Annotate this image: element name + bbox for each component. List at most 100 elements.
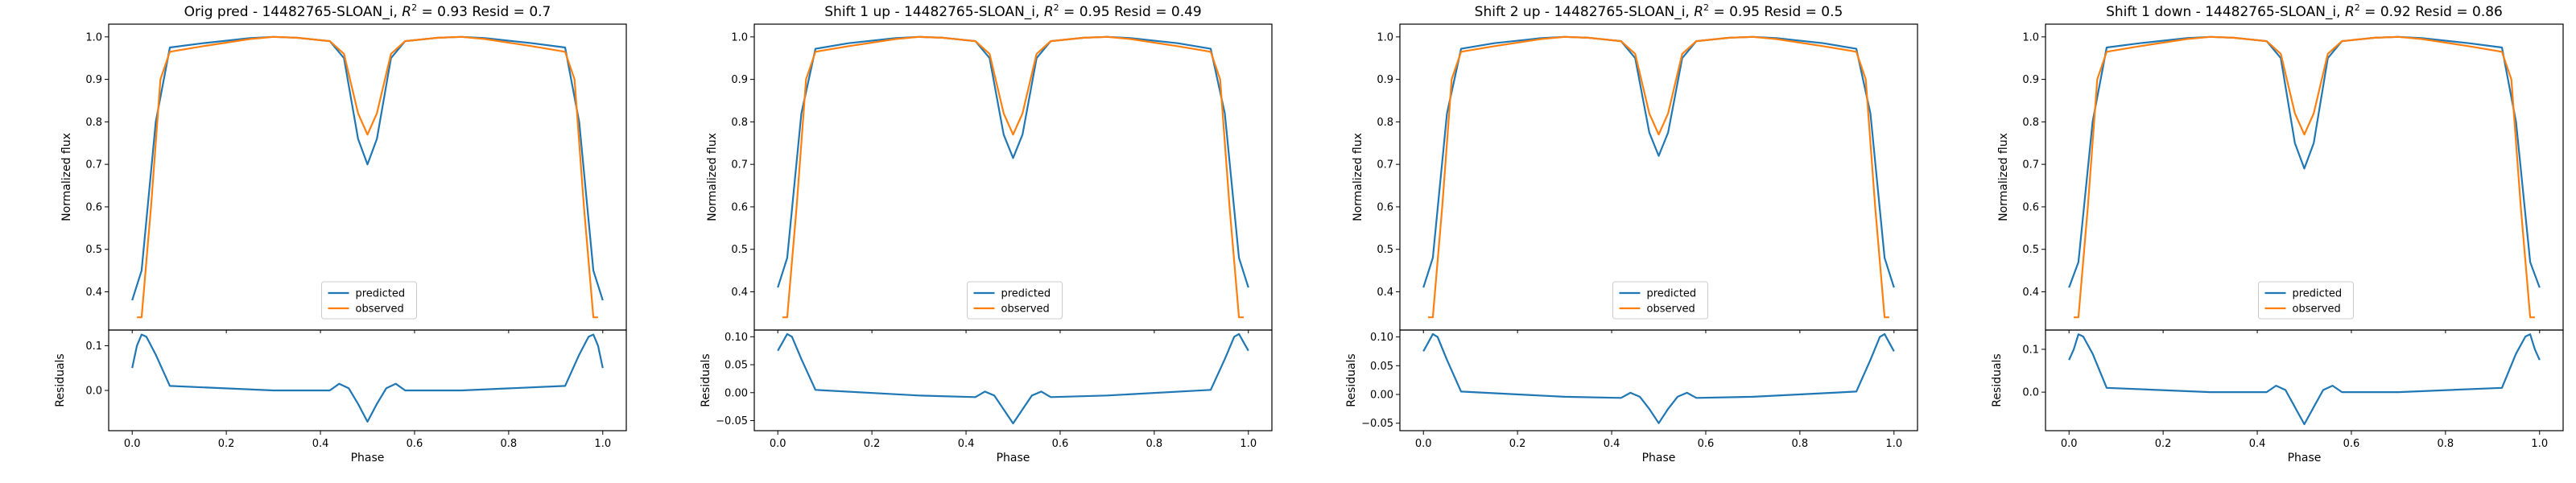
- title-prefix: Shift 1 up - 14482765-SLOAN_i,: [824, 4, 1044, 20]
- title-prefix: Shift 1 down - 14482765-SLOAN_i,: [2106, 4, 2345, 20]
- y-tick-label: 0.4: [85, 287, 102, 299]
- x-tick-label: 0.2: [2155, 438, 2172, 450]
- legend-label-predicted: predicted: [1001, 288, 1051, 300]
- resid-y-tick-label: 0.05: [724, 360, 748, 372]
- title-suffix: = 0.95 Resid = 0.5: [1709, 4, 1843, 20]
- residuals-line: [131, 333, 604, 423]
- title-suffix: = 0.92 Resid = 0.86: [2360, 4, 2503, 20]
- x-tick-label: 0.4: [1604, 438, 1620, 450]
- title-prefix: Orig pred - 14482765-SLOAN_i,: [184, 4, 402, 20]
- y-tick-label: 0.8: [2022, 117, 2039, 129]
- y-tick-label: 0.9: [1377, 74, 1393, 86]
- x-tick-label: 0.0: [770, 438, 786, 450]
- resid-y-axis-label: Residuals: [54, 353, 67, 407]
- title-r-symbol: R: [1694, 4, 1703, 20]
- title-r-symbol: R: [2345, 4, 2355, 20]
- y-tick-label: 0.4: [2022, 287, 2039, 299]
- title-superscript: 2: [1703, 2, 1709, 13]
- y-tick-label: 0.6: [1377, 201, 1393, 213]
- x-tick-label: 0.8: [1792, 438, 1809, 450]
- y-tick-label: 0.7: [731, 159, 748, 171]
- x-axis-label: Phase: [997, 452, 1030, 464]
- residuals-line: [1422, 332, 1895, 424]
- y-tick-label: 0.8: [1377, 117, 1393, 129]
- series-line-predicted: [1422, 35, 1895, 288]
- x-axis-label: Phase: [2288, 452, 2322, 464]
- residuals-line: [777, 332, 1249, 425]
- y-tick-label: 0.4: [731, 287, 748, 299]
- title-superscript: 2: [2355, 2, 2360, 13]
- y-axis-label: Normalized flux: [706, 133, 719, 221]
- title-suffix: = 0.95 Resid = 0.49: [1059, 4, 1202, 20]
- series-line-observed: [1428, 35, 1889, 319]
- residual-axes-frame: [2045, 329, 2564, 431]
- y-tick-label: 0.6: [2022, 201, 2039, 213]
- title-r-symbol: R: [1044, 4, 1054, 20]
- x-axis-label: Phase: [1642, 452, 1676, 464]
- residual-axes-frame: [753, 329, 1273, 431]
- residuals-line: [2068, 333, 2541, 426]
- x-tick-label: 1.0: [1885, 438, 1902, 450]
- resid-y-tick-label: 0.10: [1370, 332, 1393, 344]
- x-tick-label: 0.2: [218, 438, 235, 450]
- legend-label-observed: observed: [356, 303, 404, 316]
- y-tick-label: 1.0: [1377, 31, 1393, 43]
- residual-axes-frame: [108, 329, 627, 431]
- resid-y-tick-label: 0.0: [85, 386, 102, 398]
- chart-title: Shift 1 up - 14482765-SLOAN_i, R2 = 0.95…: [824, 2, 1201, 20]
- y-tick-label: 0.4: [1377, 287, 1393, 299]
- x-tick-label: 0.6: [1698, 438, 1715, 450]
- resid-y-tick-label: −0.05: [1361, 418, 1393, 430]
- chart-panel-3: Shift 2 up - 14482765-SLOAN_i, R2 = 0.95…: [1345, 2, 1918, 464]
- y-tick-label: 0.8: [731, 117, 748, 129]
- legend-label-predicted: predicted: [1647, 288, 1697, 300]
- x-tick-label: 0.2: [864, 438, 881, 450]
- y-axis-label: Normalized flux: [1352, 133, 1364, 221]
- chart-panel-1: Orig pred - 14482765-SLOAN_i, R2 = 0.93 …: [54, 2, 627, 464]
- x-tick-label: 0.4: [312, 438, 329, 450]
- y-tick-label: 0.7: [85, 159, 102, 171]
- x-tick-label: 0.2: [1509, 438, 1526, 450]
- y-tick-label: 1.0: [85, 31, 102, 43]
- legend-label-observed: observed: [1647, 303, 1695, 316]
- legend-label-predicted: predicted: [2293, 288, 2343, 300]
- x-tick-label: 0.6: [407, 438, 423, 450]
- x-tick-label: 0.8: [1146, 438, 1163, 450]
- resid-y-tick-label: 0.1: [85, 341, 102, 353]
- x-tick-label: 1.0: [1240, 438, 1257, 450]
- series-line-predicted: [2068, 35, 2541, 288]
- legend-label-observed: observed: [1001, 303, 1050, 316]
- y-tick-label: 0.7: [1377, 159, 1393, 171]
- resid-y-tick-label: 0.1: [2022, 344, 2039, 356]
- resid-y-tick-label: −0.05: [716, 415, 748, 427]
- y-tick-label: 0.6: [85, 201, 102, 213]
- resid-y-tick-label: 0.10: [724, 332, 748, 344]
- x-tick-label: 0.0: [1415, 438, 1432, 450]
- x-tick-label: 0.4: [2249, 438, 2266, 450]
- title-r-symbol: R: [402, 4, 411, 20]
- legend-label-observed: observed: [2293, 303, 2341, 316]
- y-tick-label: 1.0: [2022, 31, 2039, 43]
- x-tick-label: 0.0: [2061, 438, 2078, 450]
- y-tick-label: 0.5: [85, 244, 102, 256]
- x-tick-label: 0.0: [124, 438, 141, 450]
- series-line-predicted: [777, 35, 1249, 288]
- legend: [1612, 281, 1708, 320]
- x-tick-label: 1.0: [594, 438, 611, 450]
- title-prefix: Shift 2 up - 14482765-SLOAN_i,: [1475, 4, 1695, 20]
- series-line-observed: [137, 35, 598, 319]
- legend-label-predicted: predicted: [356, 288, 406, 300]
- chart-title: Orig pred - 14482765-SLOAN_i, R2 = 0.93 …: [184, 2, 551, 20]
- y-tick-label: 1.0: [731, 31, 748, 43]
- series-line-observed: [2074, 35, 2535, 319]
- x-tick-label: 0.6: [1052, 438, 1069, 450]
- x-tick-label: 0.6: [2343, 438, 2360, 450]
- chart-panel-2: Shift 1 up - 14482765-SLOAN_i, R2 = 0.95…: [700, 2, 1273, 464]
- legend: [321, 281, 417, 320]
- x-tick-label: 0.8: [2438, 438, 2454, 450]
- title-superscript: 2: [1054, 2, 1059, 13]
- x-tick-label: 0.8: [501, 438, 518, 450]
- y-axis-label: Normalized flux: [60, 133, 73, 221]
- resid-y-axis-label: Residuals: [700, 353, 712, 407]
